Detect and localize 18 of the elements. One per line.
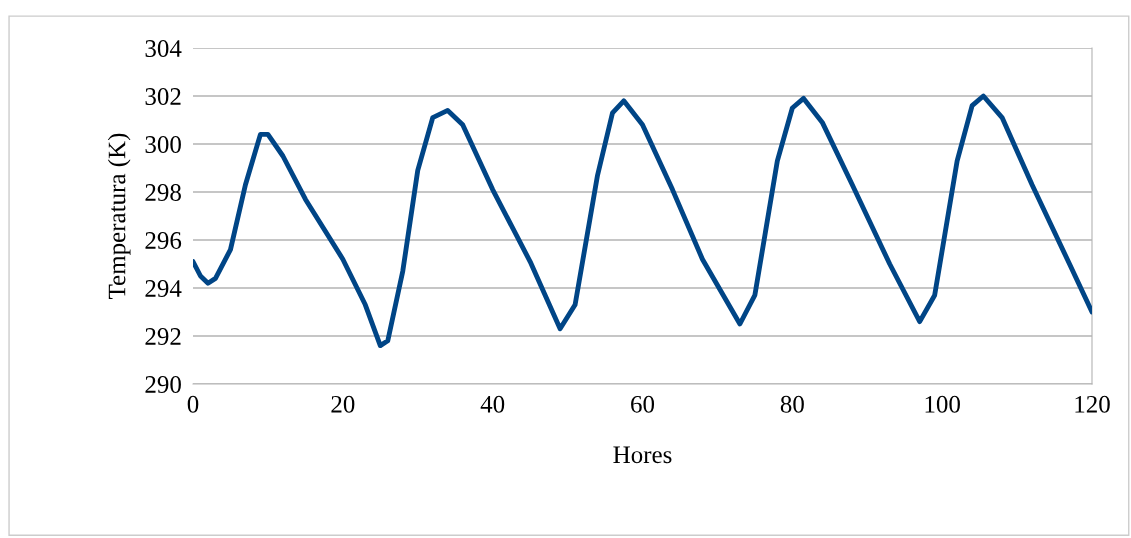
y-axis-title: Temperatura (K) bbox=[107, 133, 131, 299]
y-tick-label: 290 bbox=[145, 376, 181, 393]
x-tick-label: 40 bbox=[480, 395, 505, 413]
x-tick-label: 120 bbox=[1075, 395, 1110, 413]
y-tick-label: 302 bbox=[145, 88, 181, 105]
x-tick-label: 60 bbox=[631, 395, 655, 413]
x-axis-title: Hores bbox=[613, 446, 672, 464]
x-tick-label: 80 bbox=[780, 395, 804, 413]
y-tick-label: 300 bbox=[145, 136, 181, 153]
y-tick-label: 292 bbox=[145, 328, 181, 345]
x-tick-label: 20 bbox=[331, 395, 355, 413]
x-tick-label: 0 bbox=[187, 395, 199, 413]
line-series bbox=[193, 93, 1092, 349]
y-tick-label: 298 bbox=[145, 184, 181, 201]
y-tick-label: 296 bbox=[145, 232, 182, 249]
y-tick-label: 304 bbox=[145, 40, 182, 57]
x-tick-label: 100 bbox=[925, 395, 960, 413]
y-tick-label: 294 bbox=[145, 280, 182, 297]
